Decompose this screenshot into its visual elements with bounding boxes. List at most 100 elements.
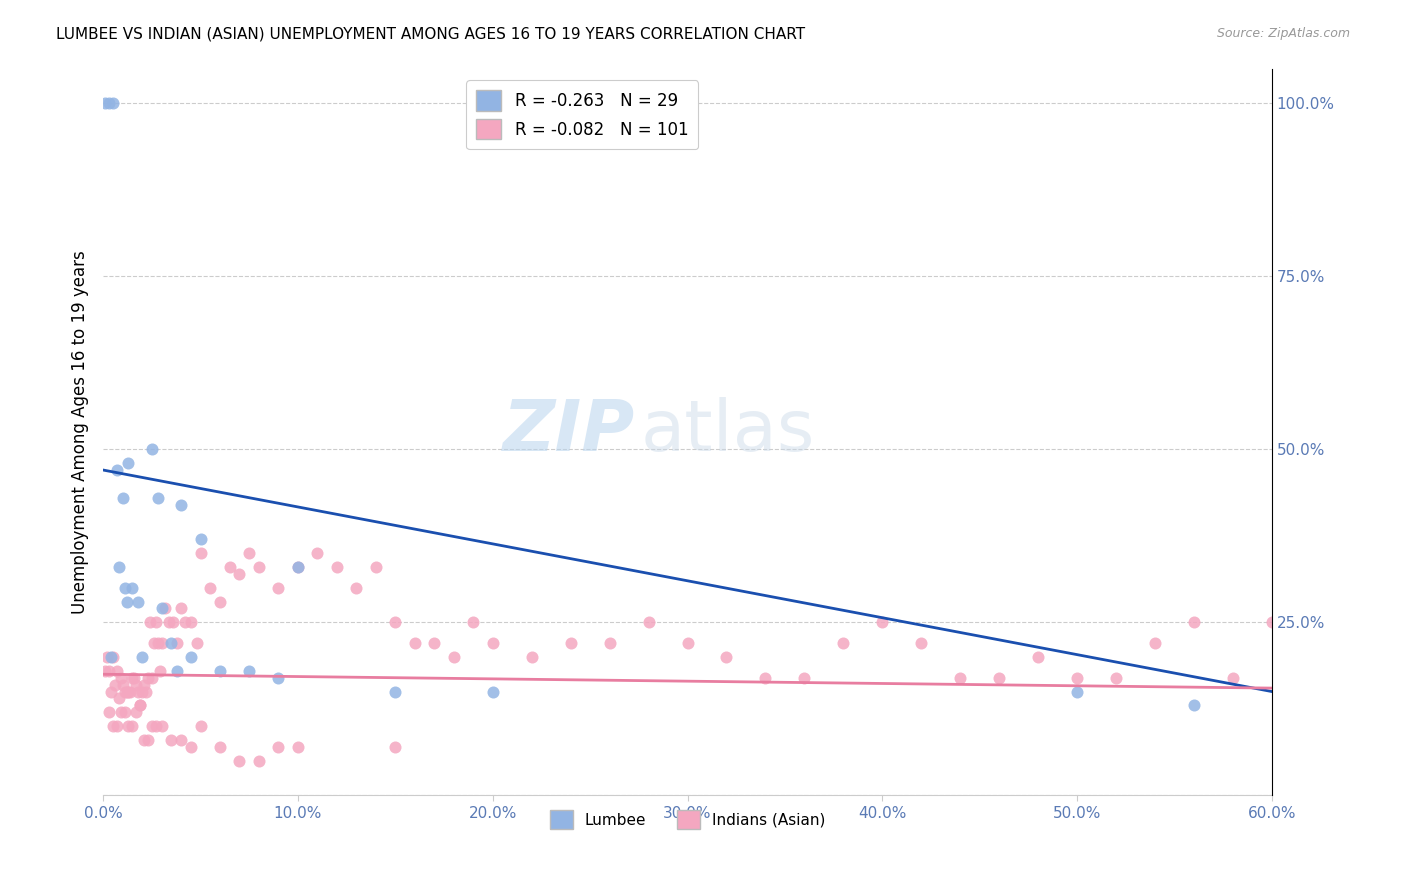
Point (146, 636, 169, 650)
Point (100, 649, 122, 664)
Point (145, 615, 167, 630)
Point (121, 719, 143, 733)
Point (180, 649, 202, 664)
Point (1143, 636, 1166, 650)
Point (131, 649, 153, 664)
Point (101, 649, 124, 664)
Point (218, 560, 240, 574)
Point (267, 581, 290, 595)
Point (190, 533, 212, 547)
Point (208, 594, 231, 608)
Point (160, 636, 183, 650)
Point (307, 546, 329, 560)
Point (141, 719, 163, 733)
Point (344, 581, 367, 595)
Point (98, 664, 121, 678)
Point (170, 601, 193, 615)
Point (114, 581, 136, 595)
Point (1066, 684, 1088, 698)
Point (988, 671, 1011, 685)
Point (155, 601, 177, 615)
Point (443, 649, 465, 664)
Point (238, 664, 260, 678)
Point (142, 636, 165, 650)
Point (139, 615, 162, 630)
Point (150, 636, 173, 650)
Point (287, 739, 309, 754)
Point (100, 684, 122, 698)
Point (127, 684, 149, 698)
Point (96, 649, 118, 664)
Point (716, 649, 738, 664)
Point (754, 671, 776, 685)
Point (111, 491, 134, 505)
Point (180, 615, 202, 630)
Point (166, 636, 188, 650)
Point (247, 560, 270, 574)
Point (793, 671, 815, 685)
Point (162, 615, 184, 630)
Point (186, 636, 208, 650)
Point (110, 706, 132, 720)
Point (105, 664, 128, 678)
Point (114, 706, 136, 720)
Point (287, 560, 309, 574)
Point (157, 615, 180, 630)
Point (180, 739, 202, 754)
Point (141, 671, 163, 685)
Point (200, 581, 222, 595)
Point (364, 560, 387, 574)
Point (129, 698, 152, 713)
Point (170, 733, 193, 747)
Point (150, 719, 173, 733)
Point (132, 678, 155, 692)
Point (135, 684, 157, 698)
Point (1222, 671, 1244, 685)
Point (174, 615, 197, 630)
Point (560, 636, 582, 650)
Point (1182, 615, 1205, 630)
Point (1105, 671, 1128, 685)
Point (160, 733, 183, 747)
Point (111, 678, 134, 692)
Point (101, 719, 124, 733)
Point (131, 684, 153, 698)
Point (94, 664, 117, 678)
Point (1026, 649, 1049, 664)
Text: ZIP: ZIP (503, 398, 636, 467)
Point (117, 456, 139, 470)
Point (910, 636, 932, 650)
Legend: Lumbee, Indians (Asian): Lumbee, Indians (Asian) (544, 805, 831, 835)
Point (121, 581, 143, 595)
Point (384, 684, 406, 698)
Point (121, 671, 143, 685)
Point (105, 719, 128, 733)
Point (115, 594, 138, 608)
Point (117, 684, 139, 698)
Point (1261, 615, 1284, 630)
Point (228, 754, 250, 768)
Point (228, 566, 250, 581)
Point (676, 636, 699, 650)
Point (1182, 698, 1205, 713)
Point (404, 636, 426, 650)
Point (104, 678, 127, 692)
Point (463, 615, 485, 630)
Point (150, 601, 173, 615)
Point (481, 636, 503, 650)
Point (520, 649, 543, 664)
Point (1066, 671, 1088, 685)
Point (481, 684, 503, 698)
Point (872, 615, 894, 630)
Point (832, 636, 855, 650)
Point (190, 719, 212, 733)
Point (146, 491, 169, 505)
Point (267, 739, 290, 754)
Point (105, 463, 128, 477)
Point (98, 706, 121, 720)
Point (120, 684, 142, 698)
Point (637, 615, 659, 630)
Point (238, 546, 260, 560)
Point (101, 96, 124, 111)
Point (208, 739, 231, 754)
